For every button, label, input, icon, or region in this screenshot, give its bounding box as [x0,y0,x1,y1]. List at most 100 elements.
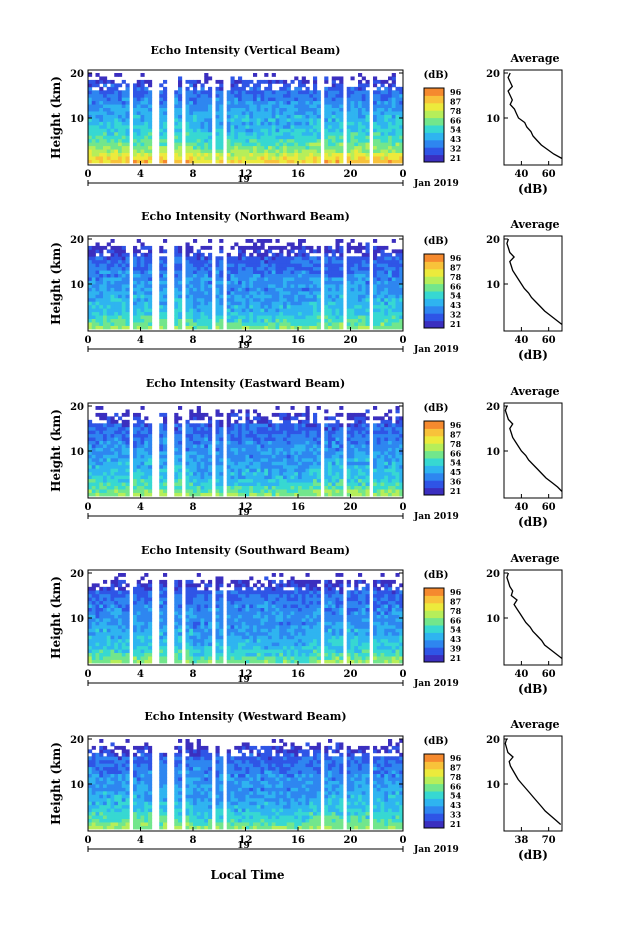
heatmap-cell [275,118,280,122]
heatmap-cell [159,451,164,455]
heatmap-cell [275,284,280,288]
heatmap-cell [331,83,336,88]
heatmap-cell [316,273,321,278]
heatmap-cell [391,93,396,98]
heatmap-cell [245,273,250,278]
heatmap-cell [376,93,381,98]
heatmap-cell [219,294,224,299]
heatmap-cell [125,280,130,285]
heatmap-cell [148,142,153,147]
heatmap-cell [238,135,243,140]
heatmap-cell [335,149,340,154]
heatmap-cell [346,145,351,150]
heatmap-cell [324,124,329,129]
heatmap-cell [88,290,93,295]
heatmap-cell [144,315,149,320]
heatmap-cell [114,145,119,150]
heatmap-cell [391,142,396,147]
heatmap-cell [294,100,299,105]
heatmap-cell [241,461,246,466]
heatmap-cell [335,114,340,119]
heatmap-cell [313,475,318,480]
heatmap-cell [249,100,254,105]
heatmap-cell [196,121,201,126]
heatmap-cell [185,266,190,271]
colorbar-segment [424,150,444,154]
heatmap-cell [399,135,404,140]
heatmap-cell [110,159,115,164]
heatmap-cell [133,135,138,140]
heatmap-cell [316,311,321,316]
heatmap-cell [286,315,291,320]
heatmap-cell [253,124,258,129]
heatmap-cell [88,482,93,487]
heatmap-cell [275,447,280,452]
heatmap-cell [298,440,303,445]
heatmap-cell [249,315,254,320]
heatmap-cell [219,287,224,292]
heatmap-cell [305,489,310,493]
heatmap-cell [226,100,231,105]
heatmap-cell [230,114,235,119]
heatmap-cell [268,423,273,428]
heatmap-cell [294,315,299,320]
heatmap-cell [121,322,126,326]
heatmap-cell [238,294,243,299]
heatmap-cell [354,128,359,133]
heatmap-cell [339,83,344,88]
heatmap-cell [219,149,224,154]
heatmap-cell [313,79,318,84]
heatmap-cell [185,249,190,254]
heatmap-cell [399,287,404,292]
heatmap-cell [264,482,269,487]
heatmap-cell [275,273,280,278]
heatmap-cell [365,256,370,261]
heatmap-cell [140,100,145,105]
heatmap-cell [313,249,318,254]
heatmap-cell [339,308,344,313]
heatmap-cell [196,97,201,102]
heatmap-cell [305,471,310,476]
heatmap-cell [290,294,295,299]
heatmap-cell [125,492,130,497]
heatmap-cell [305,419,310,424]
heatmap-cell [140,270,145,275]
heatmap-cell [256,138,261,143]
heatmap-cell [185,311,190,316]
heatmap-cell [376,311,381,316]
heatmap-cell [196,107,201,112]
heatmap-cell [219,86,224,91]
heatmap-cell [354,121,359,126]
heatmap-cell [238,249,243,254]
heatmap-cell [200,104,205,109]
heatmap-cell [215,152,220,157]
heatmap-cell [204,104,209,109]
heatmap-cell [260,273,265,278]
heatmap-cell [331,104,336,109]
heatmap-cell [305,444,310,448]
heatmap-cell [196,325,201,330]
heatmap-cell [204,121,209,126]
heatmap-cell [283,135,288,140]
heatmap-cell [114,419,119,424]
heatmap-cell [159,311,164,316]
heatmap-cell [298,482,303,487]
heatmap-cell [268,468,273,473]
heatmap-cell [204,135,209,140]
heatmap-cell [283,245,288,250]
heatmap-cell [204,440,209,445]
heatmap-cell [204,461,209,466]
heatmap-cell [249,135,254,140]
heatmap-cell [178,249,183,254]
heatmap-cell [354,124,359,129]
heatmap-cell [271,322,276,326]
heatmap-cell [283,83,288,88]
heatmap-cell [208,485,213,490]
heatmap-cell [298,114,303,119]
heatmap-cell [193,145,198,150]
heatmap-cell [294,297,299,302]
heatmap-cell [189,100,194,105]
heatmap-cell [264,426,269,431]
heatmap-cell [301,485,306,490]
heatmap-cell [256,464,261,469]
